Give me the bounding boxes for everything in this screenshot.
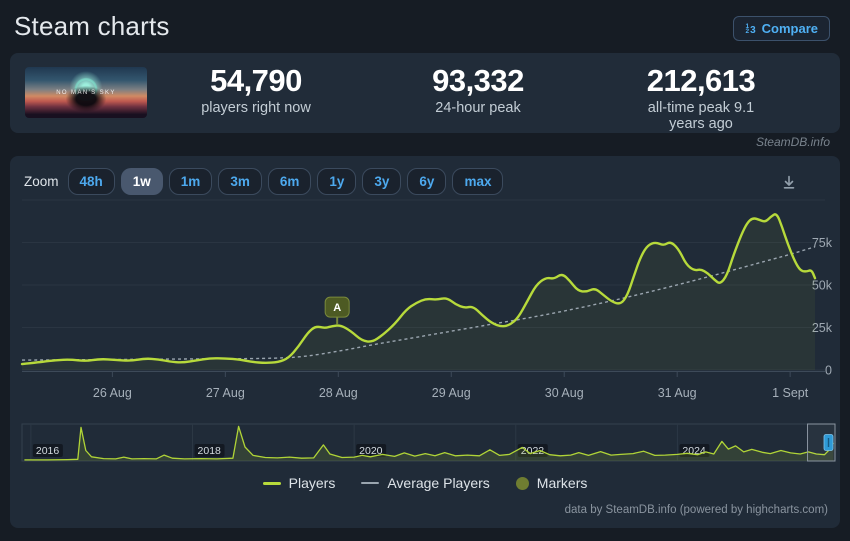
download-icon[interactable] [780,173,798,191]
x-axis-label: 27 Aug [206,386,245,400]
compare-icon [745,21,755,36]
zoom-range-1y[interactable]: 1y [317,168,357,195]
compare-button[interactable]: Compare [733,16,830,41]
players-area-fill [22,214,815,370]
legend-item-players[interactable]: Players [262,475,336,491]
steamdb-watermark: SteamDB.info [755,135,830,149]
24h-peak-label: 24-hour peak [435,100,521,116]
x-axis-label: 1 Sept [772,386,809,400]
player-count-chart[interactable]: 0 25k 50k 75k 26 Aug 27 Aug 28 Aug 29 Aug 30 Aug… [10,156,840,528]
legend-average-label: Average Players [387,475,490,491]
navigator-year-label: 2016 [36,445,60,457]
marker-a-label: A [333,302,341,314]
24h-peak-value: 93,332 [432,63,524,98]
y-axis-label: 75k [812,236,833,250]
compare-button-label: Compare [761,21,818,36]
navigator-year-label: 2018 [198,445,222,457]
stat-current-players: 54,790 players right now [201,63,311,117]
zoom-range-buttons: 48h 1w 1m 3m 6m 1y 3y 6y max [67,168,504,195]
legend-item-markers[interactable]: Markers [515,475,588,491]
stat-alltime-peak: 212,613 all-time peak 9.1 years ago [632,63,771,133]
stats-panel: NO MAN'S SKY 54,790 players right now 93… [10,53,840,133]
navigator-year-label: 2020 [359,445,383,457]
game-capsule-image[interactable]: NO MAN'S SKY [25,67,147,118]
chart-legend: Players Average Players Markers [10,475,840,491]
x-axis: 26 Aug 27 Aug 28 Aug 29 Aug 30 Aug 31 Aug 1 Se… [22,371,825,400]
x-axis-label: 29 Aug [432,386,471,400]
y-axis-label: 0 [825,364,832,378]
navigator-year-label: 2022 [521,445,545,457]
alltime-peak-label: all-time peak 9.1 years ago [647,100,755,132]
zoom-range-48h[interactable]: 48h [67,168,115,195]
x-axis-label: 31 Aug [658,386,697,400]
navigator-line [24,425,834,461]
average-players-line [21,246,816,361]
y-gridlines: 0 25k 50k 75k [22,199,833,378]
zoom-range-max[interactable]: max [452,168,504,195]
current-players-value: 54,790 [210,63,302,98]
zoom-range-6m[interactable]: 6m [267,168,312,195]
alltime-peak-value: 212,613 [646,63,756,98]
y-axis-label: 25k [812,321,833,335]
average-series-swatch [361,482,380,484]
chart-marker-a[interactable]: A [324,296,350,325]
chart-panel: Zoom 48h 1w 1m 3m 6m 1y 3y 6y max 0 25k 50k 75k 26 A… [10,156,840,528]
zoom-range-6y[interactable]: 6y [407,168,447,195]
navigator-area-fill [24,426,834,461]
x-axis-label: 28 Aug [319,386,358,400]
current-players-label: players right now [201,100,311,116]
legend-players-label: Players [288,475,336,491]
players-line[interactable] [20,213,817,366]
page-title: Steam charts [14,11,170,41]
zoom-range-3m[interactable]: 3m [218,168,262,195]
markers-series-swatch [515,476,529,490]
zoom-range-1w[interactable]: 1w [120,168,163,195]
game-logo-text: NO MAN'S SKY [56,90,116,97]
zoom-label: Zoom [24,174,59,189]
y-axis-label: 50k [812,279,833,293]
chart-credit: data by SteamDB.info (powered by highcha… [564,504,828,516]
x-axis-label: 30 Aug [545,386,584,400]
zoom-range-3y[interactable]: 3y [362,168,402,195]
legend-markers-label: Markers [536,475,588,491]
x-axis-label: 26 Aug [93,386,132,400]
navigator[interactable]: 2016 2018 2020 2022 2024 [21,423,836,462]
stat-24h-peak: 93,332 24-hour peak [432,63,524,117]
zoom-toolbar: Zoom 48h 1w 1m 3m 6m 1y 3y 6y max [24,168,826,195]
zoom-range-1m[interactable]: 1m [168,168,213,195]
players-series-swatch [262,481,281,485]
legend-item-average-players[interactable]: Average Players [361,475,490,491]
